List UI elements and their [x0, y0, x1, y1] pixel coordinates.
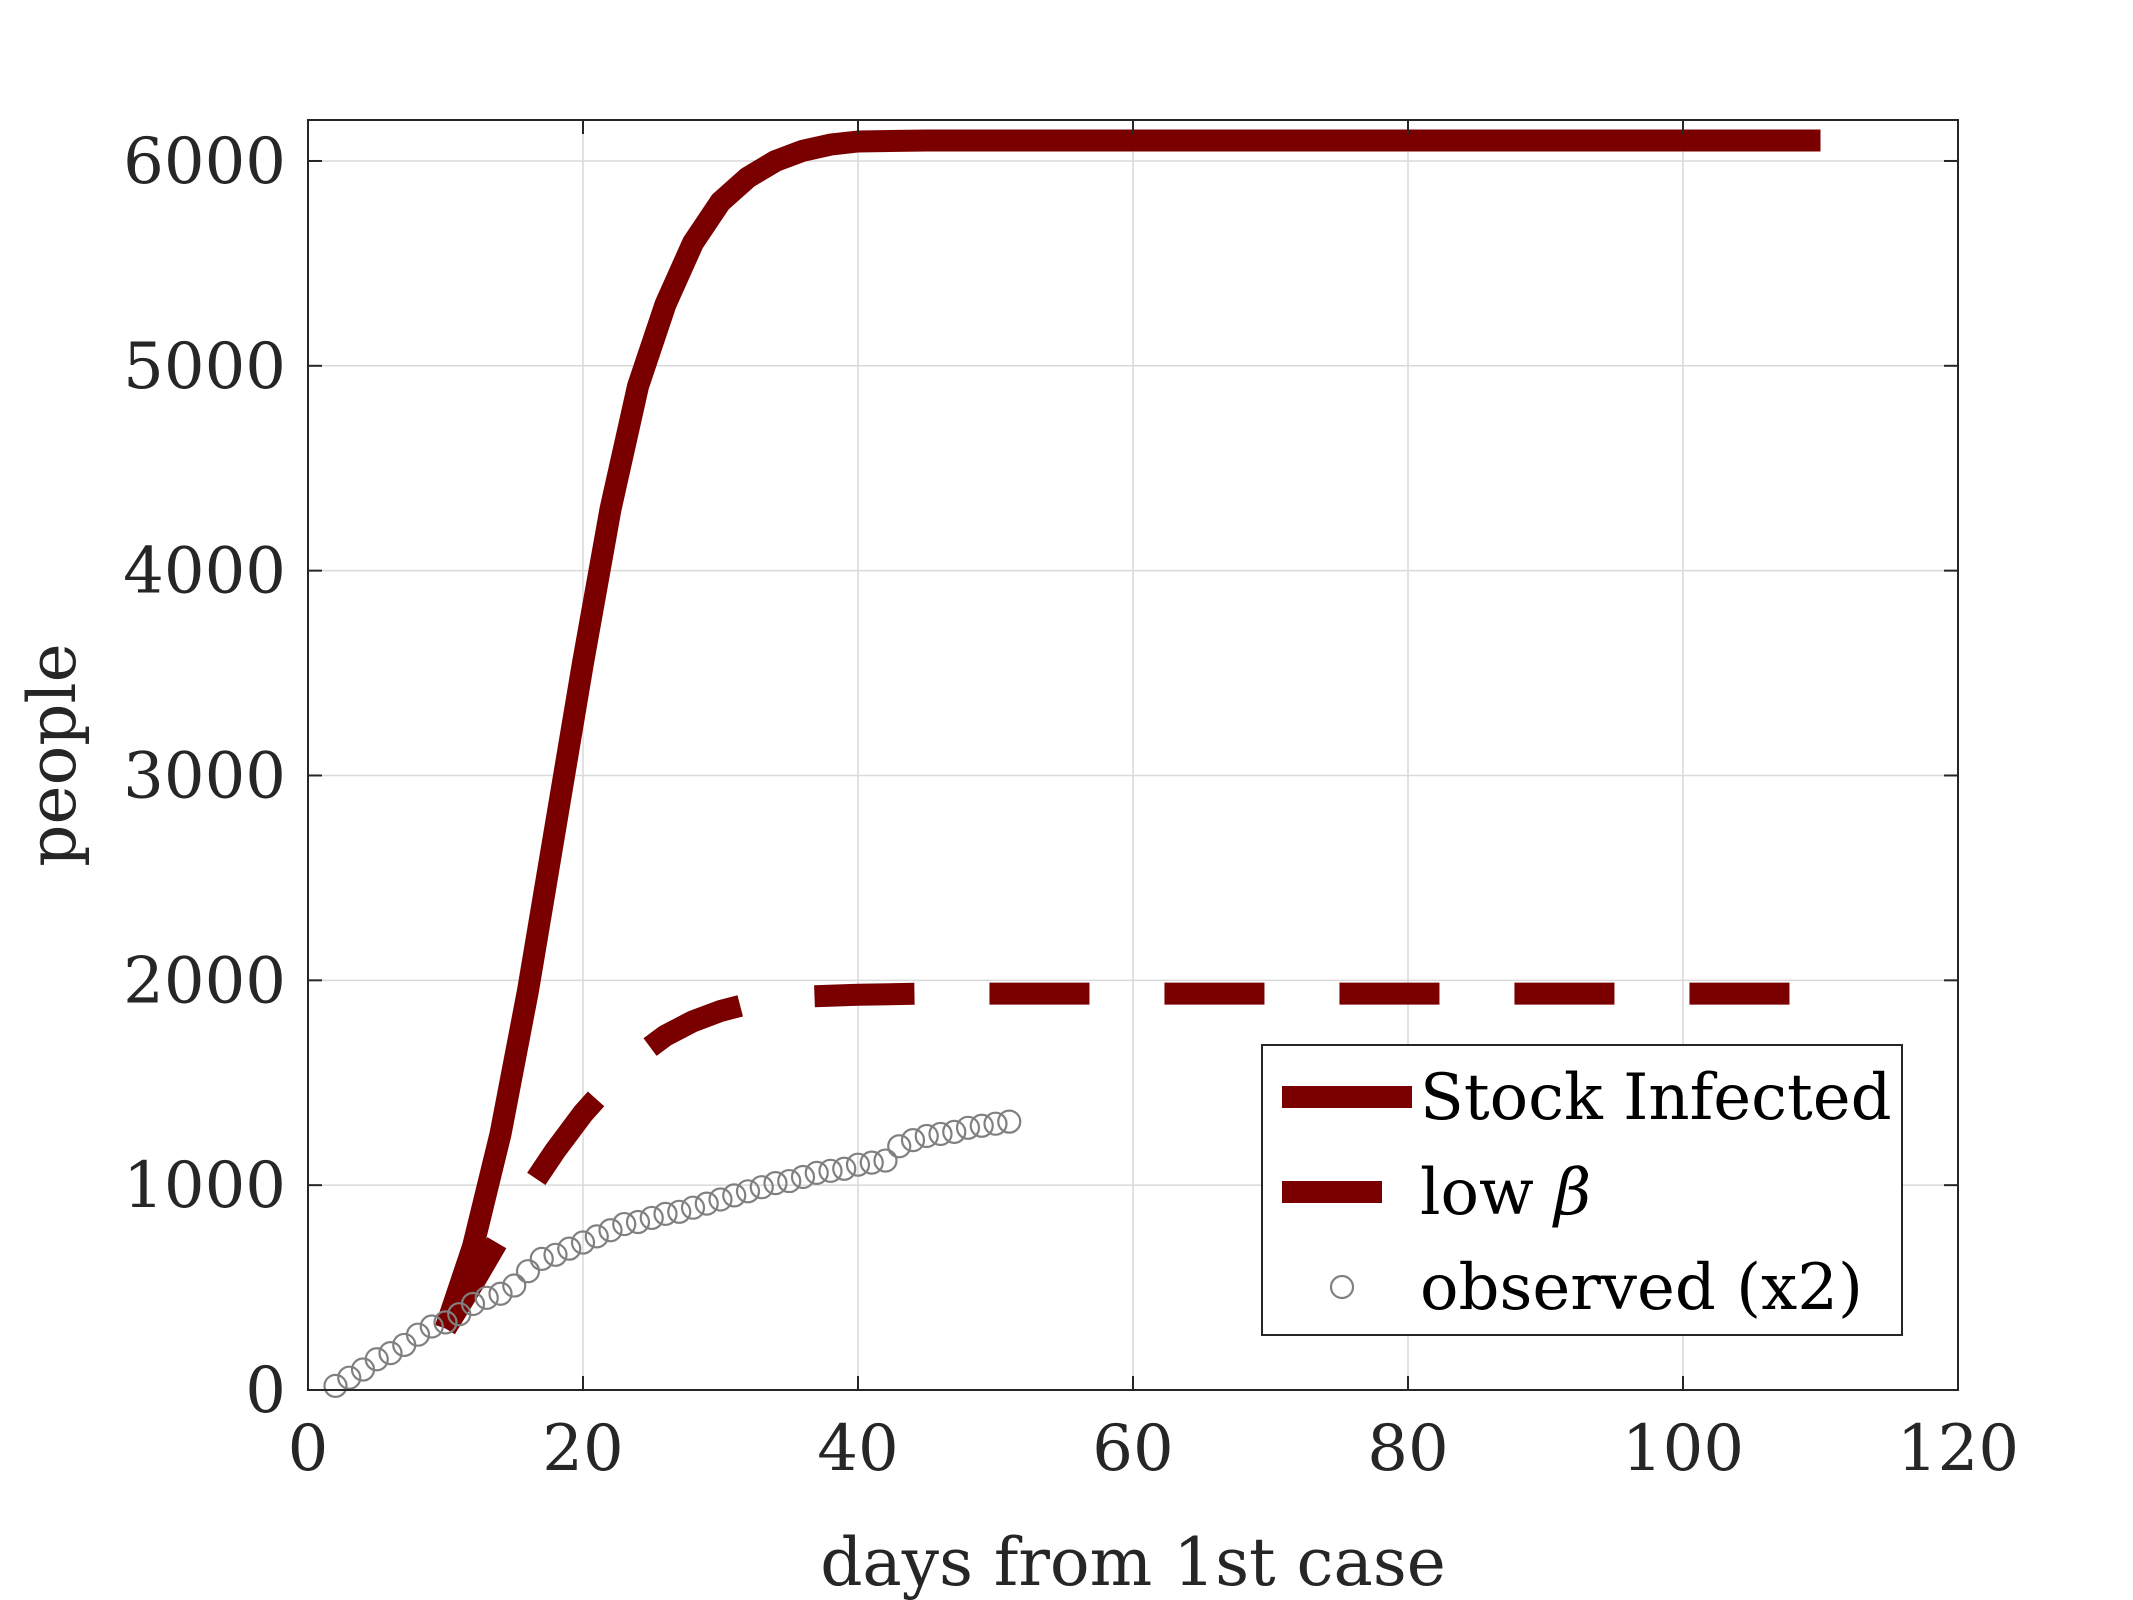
x-tick-label: 60: [1092, 1412, 1173, 1486]
observed-point: [488, 1281, 513, 1306]
x-axis-label: days from 1st case: [820, 1524, 1446, 1600]
y-tick-label: 2000: [123, 944, 286, 1018]
observed-point: [364, 1347, 389, 1372]
observed-point: [625, 1209, 651, 1235]
beta-symbol: β: [1552, 1156, 1591, 1230]
observed-point: [323, 1373, 348, 1399]
observed-point: [804, 1160, 829, 1185]
observed-point: [405, 1322, 431, 1347]
observed-point: [900, 1127, 926, 1153]
series-stock-infected-line: [435, 129, 1821, 1333]
observed-point: [832, 1156, 857, 1181]
y-tick-label: 4000: [123, 535, 286, 609]
x-tick-labels: 0 20 40 60 80 100 120: [288, 1412, 2019, 1486]
legend-label-stock-infected: Stock Infected: [1420, 1061, 1892, 1135]
observed-point: [474, 1285, 499, 1310]
observed-point: [790, 1164, 816, 1190]
observed-point: [680, 1195, 706, 1220]
grid: [307, 120, 1959, 1391]
series-low-beta-line: [436, 982, 1821, 1335]
legend: Stock Infected low β observed (x2): [1261, 1044, 1903, 1336]
observed-point: [584, 1224, 609, 1249]
observed-point: [570, 1230, 596, 1255]
ticks: [307, 120, 1959, 1391]
observed-point: [460, 1291, 486, 1317]
observed-point: [914, 1123, 939, 1149]
observed-point: [433, 1310, 458, 1335]
observed-point: [969, 1113, 994, 1138]
y-tick-label: 5000: [123, 330, 286, 404]
observed-point: [845, 1152, 871, 1177]
y-tick-label: 3000: [123, 739, 286, 813]
observed-point: [667, 1199, 692, 1224]
observed-point: [997, 1109, 1022, 1134]
observed-point: [529, 1246, 554, 1272]
legend-label-low-text: low: [1420, 1156, 1534, 1230]
x-tick-label: 100: [1622, 1412, 1744, 1486]
observed-point: [557, 1236, 582, 1261]
observed-point: [543, 1242, 568, 1267]
observed-point: [378, 1341, 403, 1366]
observed-point: [763, 1171, 788, 1196]
observed-point: [419, 1314, 444, 1339]
y-tick-label: 0: [245, 1354, 286, 1428]
x-tick-label: 80: [1367, 1412, 1448, 1486]
y-tick-labels: 0 1000 2000 3000 4000 5000 6000: [123, 125, 286, 1428]
x-tick-label: 40: [817, 1412, 898, 1486]
observed-point: [887, 1134, 912, 1159]
observed-point: [515, 1259, 541, 1284]
legend-label-observed: observed (x2): [1420, 1251, 1863, 1325]
observed-point: [983, 1111, 1008, 1136]
observed-point: [598, 1218, 623, 1243]
series-observed: [323, 1109, 1022, 1399]
observed-point: [708, 1187, 733, 1212]
observed-point: [653, 1201, 678, 1226]
observed-point: [337, 1365, 362, 1390]
observed-point: [502, 1273, 527, 1298]
y-tick-label: 6000: [123, 125, 286, 199]
observed-point: [735, 1179, 761, 1204]
y-axis-label: people: [14, 643, 91, 866]
observed-point: [955, 1115, 981, 1140]
observed-point: [818, 1158, 843, 1183]
plot-area: [323, 129, 1821, 1399]
observed-point: [639, 1205, 664, 1231]
x-tick-label: 0: [288, 1412, 329, 1486]
observed-point: [749, 1175, 774, 1200]
x-tick-label: 20: [542, 1412, 623, 1486]
x-tick-label: 120: [1897, 1412, 2019, 1486]
observed-point: [694, 1191, 719, 1216]
legend-label-low-beta: low β: [1420, 1156, 1591, 1230]
legend-swatch-observed: [1329, 1274, 1355, 1300]
observed-point: [942, 1119, 967, 1145]
observed-point: [722, 1183, 747, 1208]
observed-point: [612, 1211, 637, 1237]
observed-point: [873, 1148, 898, 1173]
observed-point: [928, 1121, 953, 1147]
observed-point: [777, 1168, 802, 1194]
observed-point: [859, 1150, 884, 1175]
y-tick-label: 1000: [123, 1149, 286, 1223]
